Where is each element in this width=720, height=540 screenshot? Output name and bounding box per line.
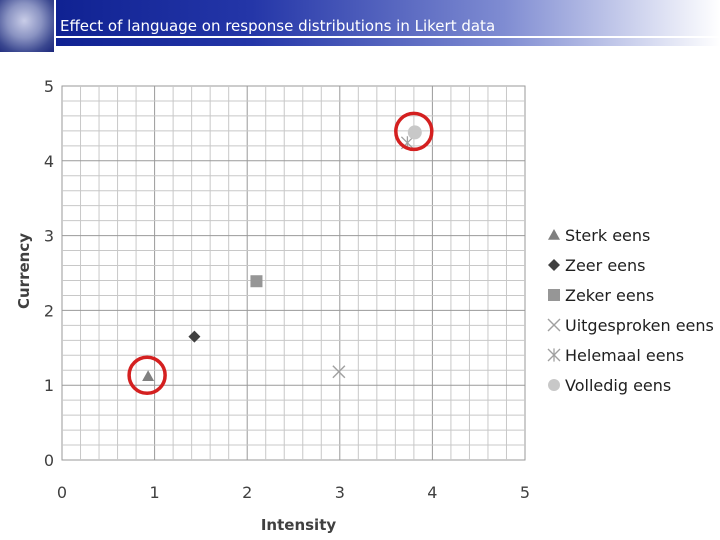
university-seal-icon — [0, 0, 56, 52]
x-tick-label: 1 — [150, 483, 160, 502]
legend-marker — [548, 289, 560, 301]
legend: Sterk eens Zeer eens Zeker eens Uitgesproke… — [547, 226, 714, 395]
y-tick-label: 4 — [44, 152, 54, 171]
plot-grid — [61, 85, 526, 461]
y-tick-label: 0 — [44, 451, 54, 470]
legend-marker — [548, 379, 560, 391]
legend-marker — [547, 318, 561, 332]
data-point — [142, 370, 155, 382]
data-points — [142, 125, 422, 382]
title-banner — [0, 0, 720, 46]
plot-area — [61, 85, 526, 461]
data-point — [188, 330, 201, 343]
y-tick-label: 5 — [44, 77, 54, 96]
x-tick-label: 2 — [242, 483, 252, 502]
data-point — [250, 275, 263, 288]
legend-label: Sterk eens — [565, 226, 650, 245]
axis-ticks: 0 1 2 3 4 5 0 1 2 3 4 5 — [44, 77, 530, 502]
y-tick-label: 3 — [44, 227, 54, 246]
legend-marker — [548, 229, 560, 240]
legend-label: Helemaal eens — [565, 346, 684, 365]
highlight-circles — [127, 111, 434, 395]
data-point — [332, 365, 346, 379]
slide-title: Effect of language on response distribut… — [60, 17, 496, 35]
legend-label: Volledig eens — [565, 376, 671, 395]
data-point — [407, 125, 422, 140]
legend-label: Zeer eens — [565, 256, 645, 275]
y-axis-title: Currency — [15, 233, 33, 309]
y-tick-label: 2 — [44, 301, 54, 320]
x-tick-label: 3 — [335, 483, 345, 502]
legend-marker — [547, 348, 561, 362]
x-axis-title: Intensity — [261, 516, 337, 534]
x-tick-label: 0 — [57, 483, 67, 502]
legend-marker — [548, 259, 560, 271]
title-underline — [54, 36, 720, 38]
x-tick-label: 5 — [520, 483, 530, 502]
y-tick-label: 1 — [44, 376, 54, 395]
highlight-ring — [127, 355, 167, 395]
legend-label: Zeker eens — [565, 286, 654, 305]
legend-label: Uitgesproken eens — [565, 316, 714, 335]
highlight-ring — [394, 111, 434, 152]
x-tick-label: 4 — [427, 483, 437, 502]
